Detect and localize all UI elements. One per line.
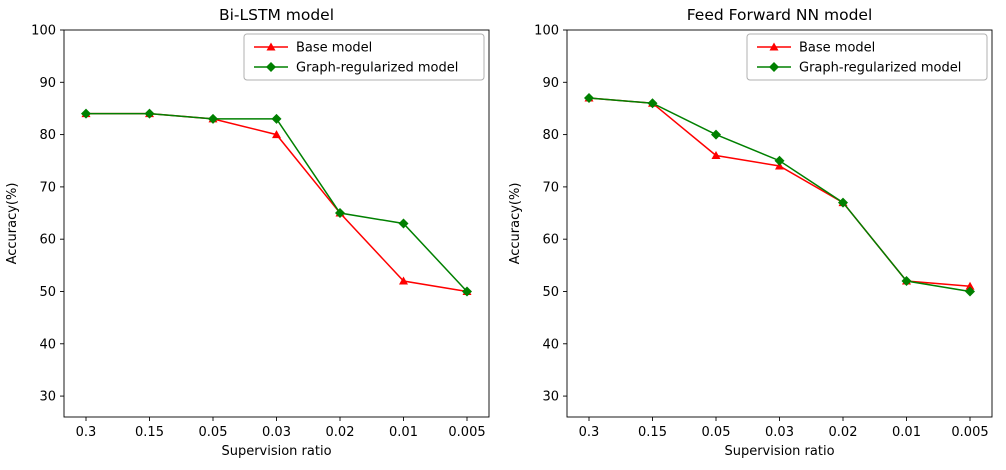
data-point-marker bbox=[271, 113, 282, 124]
y-tick-label: 70 bbox=[39, 180, 56, 195]
x-tick-label: 0.01 bbox=[892, 425, 921, 440]
x-tick-label: 0.03 bbox=[765, 425, 794, 440]
data-point-marker bbox=[399, 276, 408, 285]
y-tick-label: 100 bbox=[31, 24, 56, 39]
y-tick-label: 40 bbox=[542, 337, 559, 352]
legend-sample-marker bbox=[266, 62, 276, 72]
legend-label: Graph-regularized model bbox=[799, 61, 961, 76]
data-point-marker bbox=[272, 130, 281, 139]
y-axis: 30 40 50 60 70 80 90 100 bbox=[534, 24, 567, 405]
x-tick-label: 0.05 bbox=[199, 425, 228, 440]
series-diamond bbox=[584, 92, 975, 297]
series-triangle bbox=[81, 109, 472, 295]
data-point-marker bbox=[965, 286, 975, 297]
y-tick-label: 90 bbox=[542, 76, 559, 91]
x-axis-label: Supervision ratio bbox=[724, 444, 834, 459]
data-point-marker bbox=[711, 129, 721, 140]
y-tick-label: 70 bbox=[542, 180, 559, 195]
series-line bbox=[86, 112, 468, 293]
data-point-marker bbox=[335, 208, 345, 219]
legend-sample-marker bbox=[266, 42, 276, 51]
y-tick-label: 80 bbox=[39, 128, 56, 143]
x-tick-label: 0.15 bbox=[638, 425, 667, 440]
y-tick-label: 80 bbox=[542, 128, 559, 143]
y-axis-label: Accuracy(%) bbox=[5, 183, 20, 265]
data-point-marker bbox=[462, 286, 472, 297]
data-point-marker bbox=[774, 155, 785, 166]
y-tick-label: 50 bbox=[39, 285, 56, 300]
x-tick-label: 0.15 bbox=[135, 425, 164, 440]
series-line bbox=[588, 97, 971, 288]
data-point-marker bbox=[584, 92, 594, 103]
x-tick-label: 0.005 bbox=[448, 425, 485, 440]
chart-title: Bi-LSTM model bbox=[219, 6, 334, 24]
x-tick-label: 0.02 bbox=[829, 425, 858, 440]
x-tick-label: 0.01 bbox=[389, 425, 418, 440]
y-axis: 30 40 50 60 70 80 90 100 bbox=[31, 24, 64, 405]
x-tick-label: 0.05 bbox=[702, 425, 731, 440]
x-axis: 0.3 0.15 0.05 0.03 0.02 0.01 0.005 bbox=[76, 417, 486, 440]
chart-feedforward: 30 40 50 60 70 80 90 100 0.3 0.15 0.05 0.03 0.02 0.01… bbox=[508, 6, 993, 459]
legend-sample-marker bbox=[769, 62, 779, 72]
y-tick-label: 90 bbox=[39, 76, 56, 91]
y-tick-label: 30 bbox=[39, 390, 56, 405]
legend: Base model Graph-regularized model bbox=[243, 33, 485, 81]
data-point-marker bbox=[398, 218, 409, 229]
data-point-marker bbox=[144, 108, 155, 119]
data-point-marker bbox=[208, 113, 218, 124]
legend-label: Base model bbox=[799, 41, 875, 56]
legend-sample-marker bbox=[769, 42, 779, 51]
legend-box bbox=[746, 33, 988, 81]
y-axis-label: Accuracy(%) bbox=[508, 183, 523, 265]
x-tick-label: 0.3 bbox=[76, 425, 97, 440]
x-tick-label: 0.02 bbox=[326, 425, 355, 440]
chart-bilstm: 30 40 50 60 70 80 90 100 0.3 0.15 0.05 0.03 0.02 0.01… bbox=[5, 6, 490, 459]
axes-frame bbox=[63, 29, 490, 418]
series-line bbox=[588, 97, 971, 293]
x-axis: 0.3 0.15 0.05 0.03 0.02 0.01 0.005 bbox=[579, 417, 989, 440]
series-line bbox=[86, 112, 468, 292]
x-axis-label: Supervision ratio bbox=[221, 444, 331, 459]
data-point-marker bbox=[81, 108, 91, 119]
data-point-marker bbox=[838, 197, 848, 208]
x-tick-label: 0.3 bbox=[579, 425, 600, 440]
subplot-bilstm: 30 40 50 60 70 80 90 100 0.3 0.15 0.05 0.03 0.02 0.01… bbox=[5, 6, 490, 459]
series-triangle bbox=[584, 93, 975, 290]
y-tick-label: 30 bbox=[542, 390, 559, 405]
axes-frame bbox=[566, 29, 993, 418]
data-point-marker bbox=[711, 151, 721, 160]
chart-title: Feed Forward NN model bbox=[687, 6, 873, 24]
data-point-marker bbox=[901, 276, 912, 287]
y-tick-label: 60 bbox=[39, 233, 56, 248]
legend-label: Graph-regularized model bbox=[296, 61, 458, 76]
series-diamond bbox=[81, 108, 472, 297]
x-tick-label: 0.005 bbox=[951, 425, 988, 440]
legend: Base model Graph-regularized model bbox=[746, 33, 988, 81]
y-tick-label: 40 bbox=[39, 337, 56, 352]
legend-label: Base model bbox=[296, 41, 372, 56]
data-point-marker bbox=[965, 281, 975, 290]
y-tick-label: 50 bbox=[542, 285, 559, 300]
legend-box bbox=[243, 33, 485, 81]
subplot-feedforward: 30 40 50 60 70 80 90 100 0.3 0.15 0.05 0.03 0.02 0.01… bbox=[503, 0, 1006, 470]
data-point-marker bbox=[647, 98, 658, 109]
y-tick-label: 100 bbox=[534, 24, 559, 39]
x-tick-label: 0.03 bbox=[262, 425, 291, 440]
y-tick-label: 60 bbox=[542, 233, 559, 248]
